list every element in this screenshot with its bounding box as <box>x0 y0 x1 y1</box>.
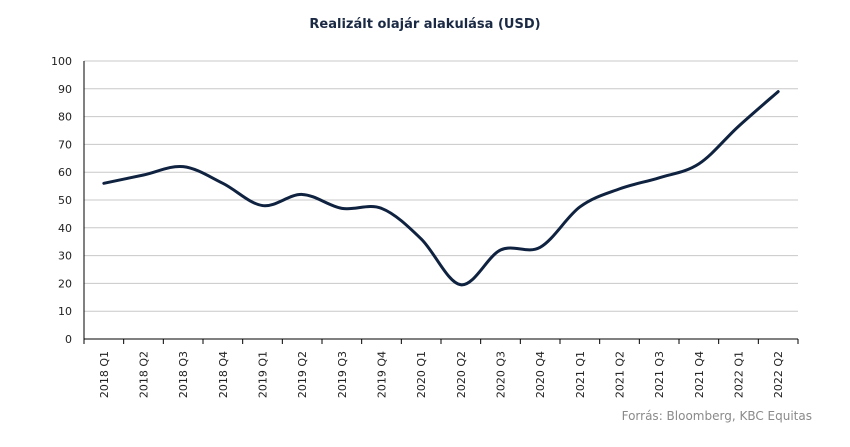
x-tick-label: 2018 Q2 <box>138 351 151 398</box>
y-tick-labels: 0 10 20 30 40 50 60 70 80 90 100 <box>51 55 72 346</box>
y-tick-label: 60 <box>58 166 72 179</box>
y-tick-label: 90 <box>58 83 72 96</box>
y-tick-label: 30 <box>58 250 72 263</box>
y-tick-label: 0 <box>65 333 72 346</box>
gridlines <box>84 60 798 312</box>
x-tick-label: 2020 Q4 <box>534 351 547 398</box>
x-tick-label: 2020 Q1 <box>415 351 428 398</box>
x-tick-label: 2021 Q2 <box>614 351 627 398</box>
oil-price-line <box>102 90 780 287</box>
y-tick-label: 70 <box>58 138 72 151</box>
x-tick-label: 2020 Q3 <box>495 351 508 398</box>
x-tick-label: 2018 Q1 <box>98 351 111 398</box>
x-tick-labels: 2018 Q1 2018 Q2 2018 Q3 2018 Q4 2019 Q1 2019 … <box>98 351 785 398</box>
axes <box>83 61 799 344</box>
x-tick-label: 2021 Q4 <box>693 351 706 398</box>
x-tick-label: 2018 Q3 <box>177 351 190 398</box>
x-tick-label: 2018 Q4 <box>217 351 230 398</box>
x-tick-label: 2019 Q3 <box>336 351 349 398</box>
chart-title: Realizált olajár alakulása (USD) <box>309 17 541 32</box>
x-tick-label: 2021 Q1 <box>574 351 587 398</box>
y-tick-label: 40 <box>58 222 72 235</box>
x-tick-label: 2019 Q1 <box>257 351 270 398</box>
source-note: Forrás: Bloomberg, KBC Equitas <box>621 409 812 423</box>
y-tick-label: 100 <box>51 55 72 68</box>
x-tick-label: 2020 Q2 <box>455 351 468 398</box>
y-tick-label: 50 <box>58 194 72 207</box>
x-tick-label: 2019 Q2 <box>296 351 309 398</box>
y-tick-label: 20 <box>58 277 72 290</box>
y-tick-label: 80 <box>58 111 72 124</box>
x-tick-label: 2022 Q1 <box>733 351 746 398</box>
x-tick-label: 2022 Q2 <box>772 351 785 398</box>
y-tick-label: 10 <box>58 305 72 318</box>
series-layer <box>102 90 780 287</box>
x-tick-label: 2019 Q4 <box>376 351 389 398</box>
x-tick-label: 2021 Q3 <box>653 351 666 398</box>
